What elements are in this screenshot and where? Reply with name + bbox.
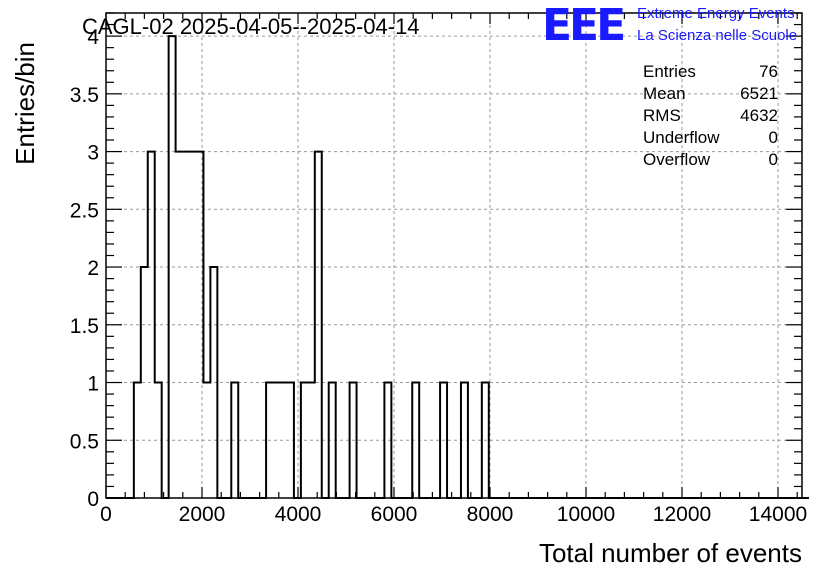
stats-value-underflow: 0	[769, 128, 778, 147]
stats-box: Entries 76 Mean 6521 RMS 4632 Underflow …	[643, 62, 778, 169]
plot-frame	[105, 12, 803, 499]
x-tick-label: 0	[100, 503, 112, 526]
grid	[106, 13, 802, 498]
y-tick-label: 2.5	[70, 199, 99, 222]
x-tick-label: 2000	[179, 503, 226, 526]
stats-label-underflow: Underflow	[643, 128, 720, 147]
x-tick-label: 4000	[275, 503, 322, 526]
y-tick-label: 1	[87, 373, 99, 396]
y-tick-label: 2	[87, 257, 99, 280]
y-tick-label: 0.5	[70, 430, 99, 453]
y-tick-label: 1.5	[70, 315, 99, 338]
logo-line-2: La Scienza nelle Scuole	[637, 27, 797, 44]
x-axis-label: Total number of events	[539, 538, 802, 568]
stats-value-overflow: 0	[769, 150, 778, 169]
stats-label-overflow: Overflow	[643, 150, 711, 169]
x-tick-label: 10000	[557, 503, 615, 526]
stats-value-rms: 4632	[740, 106, 778, 125]
eee-logo-mark: EEE	[542, 0, 623, 51]
stats-value-entries: 76	[759, 62, 778, 81]
axis-ticks	[105, 12, 802, 499]
y-tick-label: 3.5	[70, 84, 99, 107]
tick-labels: 0 2000 4000 6000 8000 10000 12000 14000 0 0.5 1 1.5…	[70, 26, 807, 526]
stats-label-entries: Entries	[643, 62, 696, 81]
histogram-bins	[106, 35, 809, 499]
x-tick-label: 6000	[371, 503, 418, 526]
logo-line-1: Extreme Energy Events	[637, 5, 795, 22]
stats-label-mean: Mean	[643, 84, 686, 103]
stats-value-mean: 6521	[740, 84, 778, 103]
eee-logo: EEE Extreme Energy Events La Scienza nel…	[542, 0, 797, 51]
x-tick-label: 14000	[749, 503, 807, 526]
y-tick-label: 4	[87, 26, 99, 49]
stats-label-rms: RMS	[643, 106, 681, 125]
y-tick-label: 0	[87, 488, 99, 511]
y-axis-label: Entries/bin	[10, 42, 40, 165]
x-tick-label: 8000	[467, 503, 514, 526]
histogram-outline	[106, 35, 809, 499]
y-tick-label: 3	[87, 142, 99, 165]
x-tick-label: 12000	[653, 503, 711, 526]
chart-title: CAGL-02 2025-04-05--2025-04-14	[82, 14, 420, 39]
